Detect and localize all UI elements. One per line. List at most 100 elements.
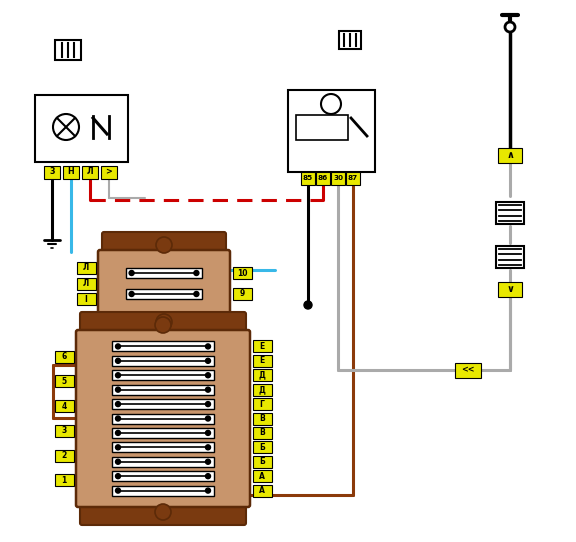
Text: ∨: ∨ [506, 284, 514, 294]
Text: H: H [67, 167, 74, 177]
Circle shape [206, 474, 210, 479]
Text: 3: 3 [50, 167, 55, 177]
Circle shape [206, 488, 210, 493]
Bar [82, 165, 98, 178]
Text: 86: 86 [318, 175, 328, 181]
Circle shape [116, 445, 120, 450]
Text: В: В [259, 428, 265, 437]
Text: 10: 10 [237, 268, 247, 278]
Circle shape [155, 317, 171, 333]
Circle shape [129, 270, 134, 275]
Text: А: А [259, 472, 265, 481]
Text: 4: 4 [62, 402, 67, 411]
Bar [63, 165, 79, 178]
Bar [252, 369, 271, 381]
Bar [252, 456, 271, 468]
Circle shape [116, 344, 120, 349]
Text: 1: 1 [62, 476, 67, 485]
Bar [77, 262, 96, 274]
Bar [252, 340, 271, 352]
Bar [252, 412, 271, 424]
Bar [112, 442, 214, 453]
FancyBboxPatch shape [80, 499, 246, 525]
Bar [233, 267, 252, 279]
Bar [112, 399, 214, 409]
Bar [126, 268, 202, 278]
Circle shape [505, 22, 515, 32]
Bar [35, 95, 128, 162]
Bar [301, 171, 315, 184]
Text: Б: Б [259, 457, 265, 466]
Bar [77, 293, 96, 305]
Bar [296, 115, 348, 140]
Bar [44, 165, 60, 178]
Circle shape [206, 387, 210, 392]
Text: Л: Л [83, 279, 89, 288]
Bar [331, 171, 345, 184]
Bar [339, 31, 362, 49]
FancyBboxPatch shape [80, 312, 246, 338]
Bar [316, 171, 330, 184]
Circle shape [156, 237, 172, 253]
Bar [252, 355, 271, 367]
Bar [112, 457, 214, 467]
Bar [496, 202, 524, 224]
Text: 6: 6 [62, 352, 67, 361]
Text: 87: 87 [348, 175, 358, 181]
Text: В: В [259, 414, 265, 423]
FancyBboxPatch shape [98, 250, 230, 317]
Bar [252, 470, 271, 482]
Circle shape [206, 358, 210, 363]
Text: 5: 5 [62, 377, 67, 386]
Circle shape [321, 94, 341, 114]
Bar [112, 471, 214, 481]
Text: ∧: ∧ [506, 150, 514, 160]
Bar [288, 90, 375, 172]
Circle shape [129, 292, 134, 296]
FancyBboxPatch shape [102, 232, 226, 258]
Circle shape [116, 430, 120, 435]
Circle shape [206, 344, 210, 349]
Circle shape [304, 301, 312, 309]
Bar [498, 147, 522, 163]
Text: I: I [85, 295, 88, 304]
FancyBboxPatch shape [76, 330, 250, 507]
Circle shape [194, 270, 199, 275]
Circle shape [206, 459, 210, 464]
Text: А: А [259, 486, 265, 495]
Bar [55, 40, 81, 60]
Circle shape [206, 402, 210, 406]
Bar [55, 376, 74, 388]
Text: Д: Д [259, 385, 266, 394]
Bar [55, 474, 74, 486]
Text: <<: << [461, 365, 475, 375]
Circle shape [206, 373, 210, 378]
Bar [498, 281, 522, 296]
Bar [112, 356, 214, 366]
Bar [77, 278, 96, 289]
Bar [112, 385, 214, 395]
Text: 30: 30 [333, 175, 343, 181]
Circle shape [206, 445, 210, 450]
Circle shape [194, 292, 199, 296]
Text: 85: 85 [303, 175, 313, 181]
Bar [55, 449, 74, 462]
Circle shape [116, 402, 120, 406]
Bar [455, 363, 481, 377]
Circle shape [206, 430, 210, 435]
Text: Е: Е [259, 356, 264, 365]
Bar [126, 289, 202, 299]
Text: >: > [105, 167, 112, 177]
Circle shape [116, 373, 120, 378]
Bar [252, 441, 271, 453]
Bar [112, 341, 214, 351]
Text: Б: Б [259, 443, 265, 452]
Text: Л: Л [83, 263, 89, 272]
Bar [346, 171, 360, 184]
Bar [496, 246, 524, 268]
Bar [55, 351, 74, 363]
Bar [101, 165, 117, 178]
Circle shape [53, 114, 79, 140]
Text: Г: Г [260, 399, 264, 409]
Text: 3: 3 [62, 427, 67, 435]
